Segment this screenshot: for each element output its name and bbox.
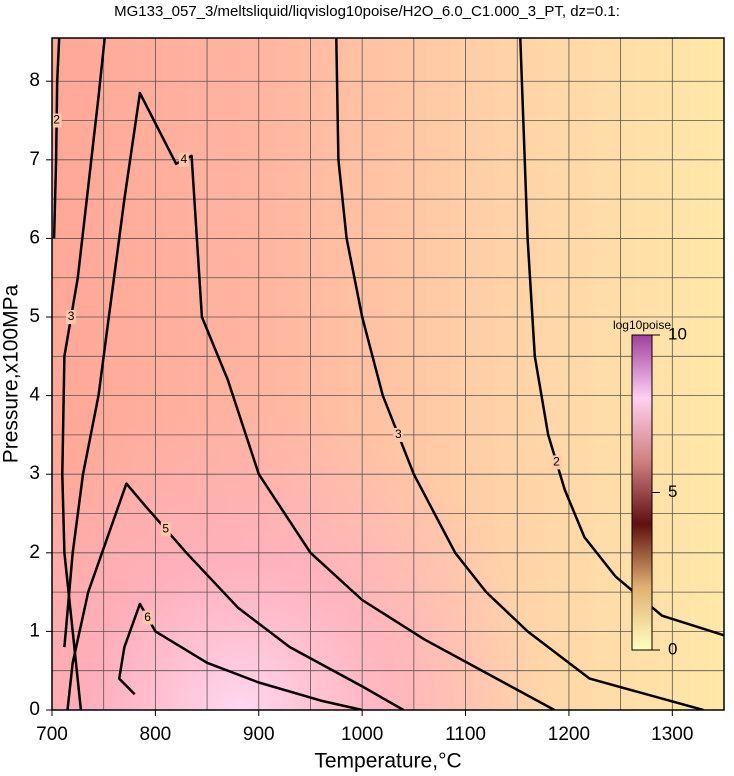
x-tick-label: 1300 <box>651 724 693 745</box>
y-tick-label: 7 <box>29 149 40 170</box>
contour-line <box>117 602 363 710</box>
x-axis-label: Temperature,°C <box>314 750 461 773</box>
colorbar-tick-label: 5 <box>668 482 677 501</box>
x-tick-label: 1200 <box>548 724 590 745</box>
x-tick-label: 900 <box>243 724 275 745</box>
y-tick-label: 4 <box>29 385 40 406</box>
contour-label-box <box>393 427 404 442</box>
y-tick-label: 1 <box>29 620 40 641</box>
colorbar-tick-label: 10 <box>668 324 687 343</box>
contour-line <box>63 91 555 710</box>
plot-frame <box>51 37 725 711</box>
x-tick-label: 1000 <box>341 724 383 745</box>
contour-label: 3 <box>68 309 75 323</box>
y-axis-label: Pressure,x100MPa <box>0 284 23 463</box>
x-tick-label: 800 <box>140 724 172 745</box>
contour-label-box <box>66 310 77 325</box>
y-tick-label: 8 <box>29 70 40 91</box>
y-tick-label: 2 <box>29 542 40 563</box>
contour-label-box <box>160 522 171 537</box>
contour-label-box <box>142 610 153 625</box>
contour-label-box <box>178 152 189 167</box>
contour-label: 6 <box>144 610 151 624</box>
colorbar <box>631 334 653 651</box>
contour-label: 5 <box>162 521 169 535</box>
chart-title: MG133_057_3/meltsliquid/liqvislog10poise… <box>114 3 620 20</box>
y-tick-label: 3 <box>29 463 40 484</box>
contour-label: 4 <box>180 152 187 166</box>
contour-label-box <box>551 455 562 470</box>
contour-label-box <box>52 113 62 128</box>
contour-label: 2 <box>553 455 560 469</box>
y-tick-label: 0 <box>29 699 40 720</box>
colorbar-label: log10poise <box>613 318 671 332</box>
field-shade <box>52 38 724 710</box>
contour-line <box>335 38 704 710</box>
y-tick-label: 6 <box>29 227 40 248</box>
contour-line <box>61 38 106 710</box>
y-tick-label: 5 <box>29 306 40 327</box>
contour-label: 2 <box>53 113 60 127</box>
colorbar-tick-label: 0 <box>668 639 677 658</box>
contour-label: 3 <box>395 427 402 441</box>
x-tick-label: 700 <box>36 724 68 745</box>
x-tick-label: 1100 <box>445 724 486 745</box>
